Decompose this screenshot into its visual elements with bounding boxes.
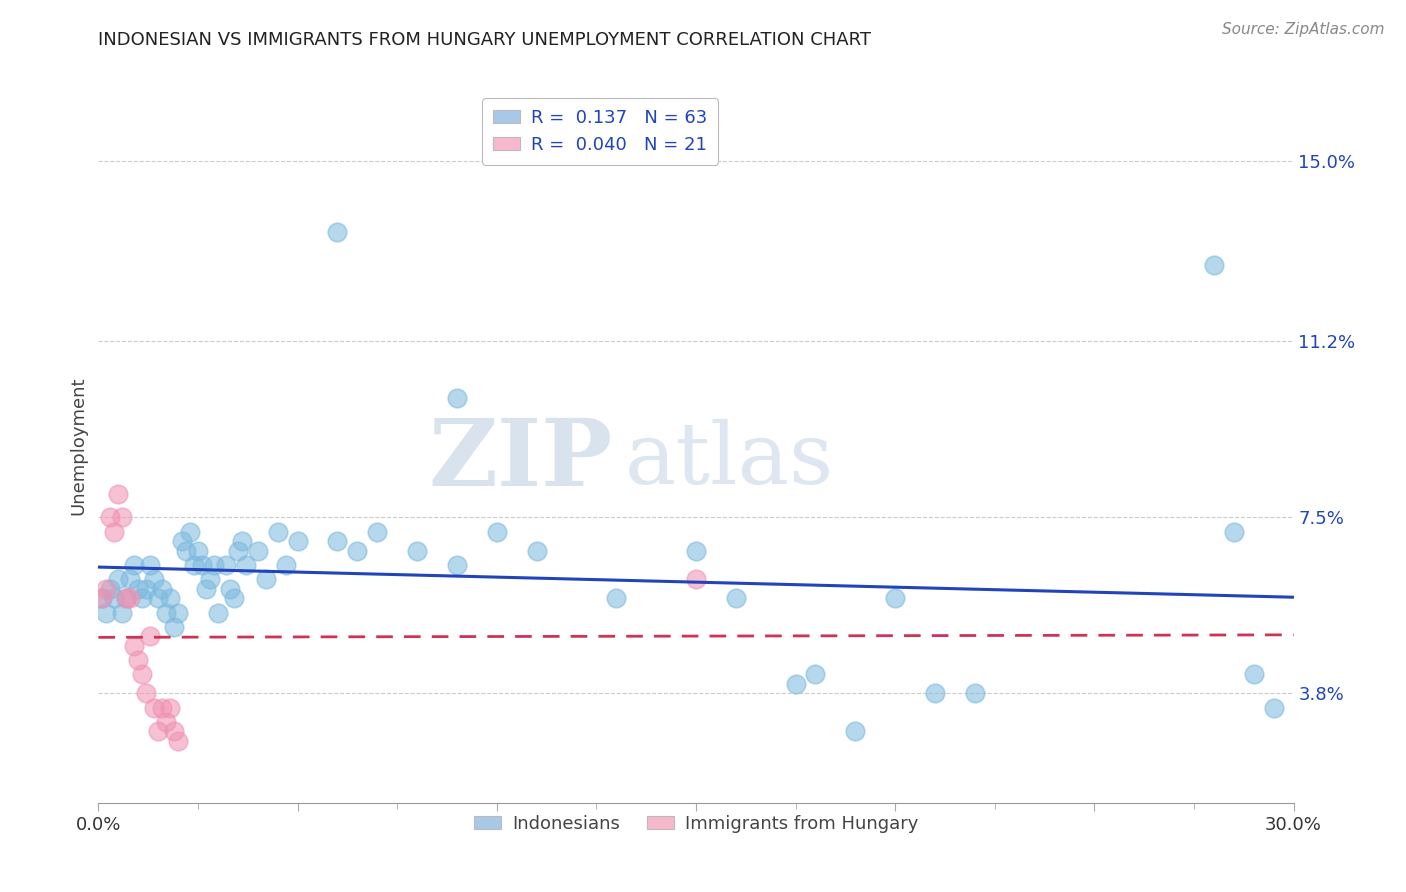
Point — [127, 582, 149, 596]
Point — [159, 591, 181, 606]
Point — [446, 392, 468, 406]
Point — [226, 543, 249, 558]
Point — [785, 677, 807, 691]
Point — [202, 558, 225, 572]
Point — [1263, 700, 1285, 714]
Point — [215, 558, 238, 572]
Point — [183, 558, 205, 572]
Point — [804, 667, 827, 681]
Point — [150, 700, 173, 714]
Point — [191, 558, 214, 572]
Point — [366, 524, 388, 539]
Point — [231, 534, 253, 549]
Point — [111, 510, 134, 524]
Point — [605, 591, 627, 606]
Point — [326, 225, 349, 239]
Point — [287, 534, 309, 549]
Point — [222, 591, 245, 606]
Point — [91, 591, 114, 606]
Point — [254, 572, 277, 586]
Point — [884, 591, 907, 606]
Point — [124, 639, 146, 653]
Point — [96, 606, 118, 620]
Point — [346, 543, 368, 558]
Point — [179, 524, 201, 539]
Point — [111, 606, 134, 620]
Point — [135, 582, 157, 596]
Point — [155, 606, 177, 620]
Point — [148, 591, 170, 606]
Point — [150, 582, 173, 596]
Point — [107, 486, 129, 500]
Point — [139, 629, 162, 643]
Point — [924, 686, 946, 700]
Legend: Indonesians, Immigrants from Hungary: Indonesians, Immigrants from Hungary — [467, 808, 925, 840]
Point — [131, 667, 153, 681]
Point — [148, 724, 170, 739]
Point — [526, 543, 548, 558]
Point — [115, 591, 138, 606]
Point — [1243, 667, 1265, 681]
Point — [963, 686, 986, 700]
Point — [844, 724, 866, 739]
Point — [127, 653, 149, 667]
Point — [124, 558, 146, 572]
Point — [326, 534, 349, 549]
Point — [274, 558, 297, 572]
Point — [91, 591, 114, 606]
Point — [120, 572, 142, 586]
Point — [198, 572, 221, 586]
Point — [246, 543, 269, 558]
Point — [172, 534, 194, 549]
Point — [103, 524, 125, 539]
Point — [724, 591, 747, 606]
Point — [98, 510, 122, 524]
Point — [139, 558, 162, 572]
Point — [219, 582, 242, 596]
Point — [485, 524, 508, 539]
Point — [207, 606, 229, 620]
Point — [135, 686, 157, 700]
Point — [195, 582, 218, 596]
Point — [1223, 524, 1246, 539]
Point — [685, 543, 707, 558]
Point — [120, 591, 142, 606]
Point — [446, 558, 468, 572]
Point — [187, 543, 209, 558]
Point — [103, 591, 125, 606]
Point — [1202, 258, 1225, 272]
Point — [685, 572, 707, 586]
Point — [167, 734, 190, 748]
Point — [167, 606, 190, 620]
Point — [174, 543, 197, 558]
Y-axis label: Unemployment: Unemployment — [69, 376, 87, 516]
Point — [163, 620, 186, 634]
Point — [163, 724, 186, 739]
Point — [155, 714, 177, 729]
Point — [267, 524, 290, 539]
Point — [159, 700, 181, 714]
Point — [143, 572, 166, 586]
Point — [107, 572, 129, 586]
Text: Source: ZipAtlas.com: Source: ZipAtlas.com — [1222, 22, 1385, 37]
Text: atlas: atlas — [624, 418, 834, 502]
Point — [96, 582, 118, 596]
Text: ZIP: ZIP — [427, 416, 613, 505]
Point — [115, 591, 138, 606]
Point — [98, 582, 122, 596]
Point — [131, 591, 153, 606]
Point — [143, 700, 166, 714]
Point — [406, 543, 429, 558]
Text: INDONESIAN VS IMMIGRANTS FROM HUNGARY UNEMPLOYMENT CORRELATION CHART: INDONESIAN VS IMMIGRANTS FROM HUNGARY UN… — [98, 31, 872, 49]
Point — [235, 558, 257, 572]
